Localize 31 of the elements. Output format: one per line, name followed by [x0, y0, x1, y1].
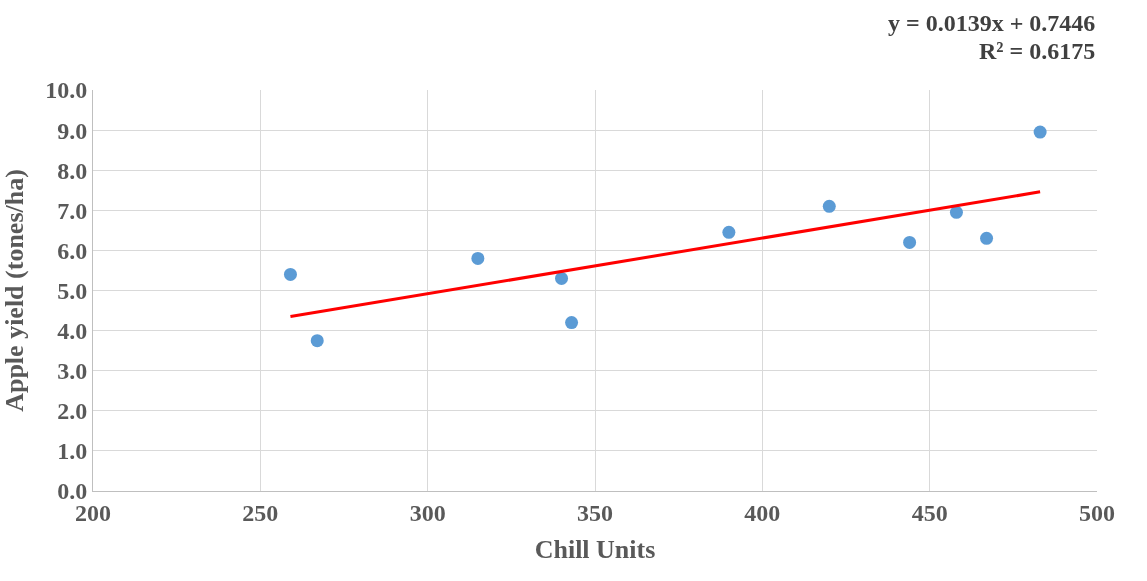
- y-tick-label: 10.0: [45, 77, 88, 104]
- point: [1033, 125, 1047, 139]
- point: [283, 267, 297, 281]
- y-axis-title: Apple yield (tones/ha): [0, 169, 29, 412]
- point: [949, 205, 963, 219]
- point: [565, 316, 579, 330]
- y-tick-label: 9.0: [57, 117, 88, 144]
- point: [722, 225, 736, 239]
- y-tick-label: 5.0: [57, 277, 88, 304]
- x-tick-label: 400: [744, 499, 781, 526]
- y-tick-label: 1.0: [57, 438, 88, 465]
- point: [822, 199, 836, 213]
- y-tick-label: 7.0: [57, 197, 88, 224]
- point: [471, 251, 485, 265]
- point: [980, 231, 994, 245]
- point: [555, 271, 569, 285]
- point: [310, 334, 324, 348]
- y-tick-label: 8.0: [57, 157, 88, 184]
- text: R² = 0.6175: [979, 38, 1096, 64]
- x-tick-label: 300: [409, 499, 446, 526]
- x-axis-title: Chill Units: [534, 535, 656, 565]
- y-tick-label: 4.0: [57, 318, 88, 344]
- y-tick-label: 2.0: [57, 398, 88, 425]
- x-tick-label: 350: [577, 499, 613, 526]
- y-tick-label: 3.0: [57, 358, 88, 385]
- x-tick-label: 450: [911, 499, 948, 526]
- point: [903, 235, 917, 249]
- x-tick-label: 250: [242, 499, 279, 526]
- y-tick-label: 6.0: [57, 237, 88, 264]
- x-tick-label: 500: [1079, 499, 1115, 526]
- text: y = 0.0139x + 0.7446: [888, 10, 1096, 36]
